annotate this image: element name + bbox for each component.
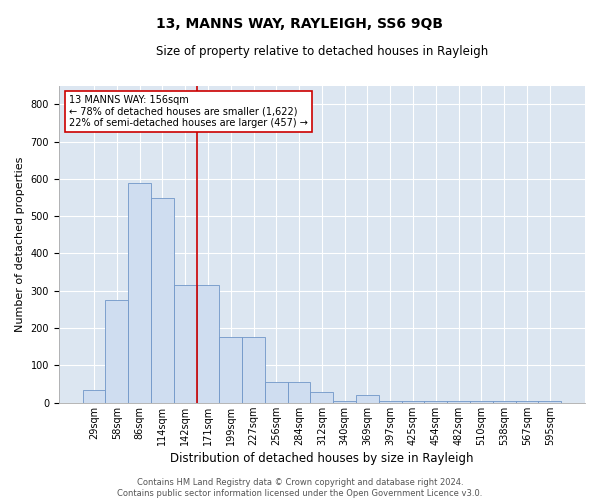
Bar: [447, 401, 470, 403]
Bar: [83, 390, 106, 403]
Text: 13 MANNS WAY: 156sqm
← 78% of detached houses are smaller (1,622)
22% of semi-de: 13 MANNS WAY: 156sqm ← 78% of detached h…: [70, 95, 308, 128]
Bar: [197, 285, 220, 403]
Bar: [424, 401, 447, 403]
Bar: [265, 382, 288, 403]
Bar: [333, 401, 356, 403]
Bar: [401, 401, 424, 403]
X-axis label: Distribution of detached houses by size in Rayleigh: Distribution of detached houses by size …: [170, 452, 473, 465]
Bar: [151, 198, 174, 403]
Bar: [288, 382, 310, 403]
Bar: [242, 338, 265, 403]
Text: 13, MANNS WAY, RAYLEIGH, SS6 9QB: 13, MANNS WAY, RAYLEIGH, SS6 9QB: [157, 18, 443, 32]
Bar: [538, 401, 561, 403]
Bar: [174, 285, 197, 403]
Bar: [106, 300, 128, 403]
Bar: [128, 182, 151, 403]
Bar: [493, 401, 515, 403]
Title: Size of property relative to detached houses in Rayleigh: Size of property relative to detached ho…: [156, 45, 488, 58]
Bar: [220, 338, 242, 403]
Bar: [310, 392, 333, 403]
Text: Contains HM Land Registry data © Crown copyright and database right 2024.
Contai: Contains HM Land Registry data © Crown c…: [118, 478, 482, 498]
Bar: [470, 401, 493, 403]
Bar: [379, 401, 401, 403]
Bar: [356, 396, 379, 403]
Bar: [515, 401, 538, 403]
Y-axis label: Number of detached properties: Number of detached properties: [15, 156, 25, 332]
